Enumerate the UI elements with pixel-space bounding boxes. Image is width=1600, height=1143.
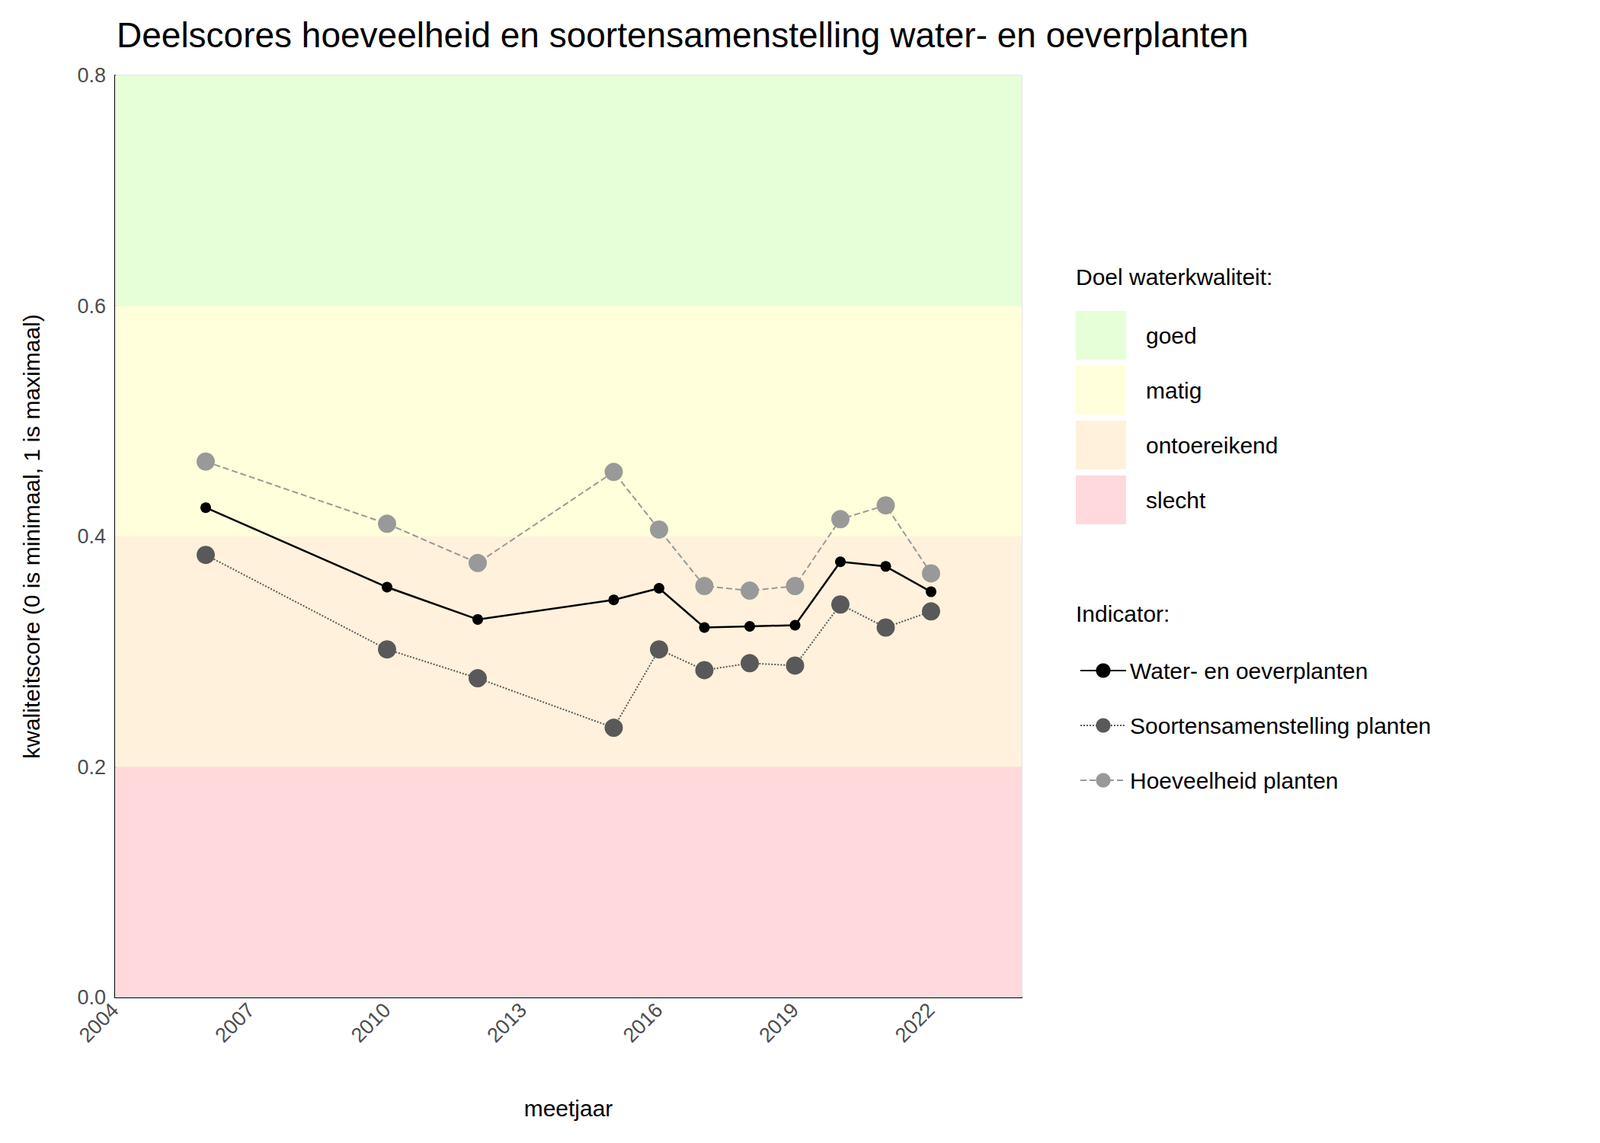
svg-text:ontoereikend: ontoereikend: [1145, 432, 1278, 458]
svg-text:Water- en oeverplanten: Water- en oeverplanten: [1129, 658, 1368, 684]
svg-text:0.0: 0.0: [77, 985, 106, 1009]
svg-text:2016: 2016: [618, 998, 668, 1047]
svg-text:slecht: slecht: [1145, 487, 1207, 513]
svg-text:Soortensamenstelling planten: Soortensamenstelling planten: [1129, 713, 1431, 739]
svg-text:0.2: 0.2: [76, 755, 106, 779]
svg-text:2019: 2019: [754, 998, 804, 1047]
svg-text:2013: 2013: [482, 998, 532, 1047]
svg-text:Indicator:: Indicator:: [1075, 601, 1170, 627]
svg-text:matig: matig: [1145, 377, 1202, 404]
svg-text:2007: 2007: [210, 998, 260, 1047]
svg-text:2022: 2022: [890, 998, 940, 1047]
svg-text:0.6: 0.6: [76, 294, 106, 318]
svg-text:kwaliteitscore (0 is minimaal,: kwaliteitscore (0 is minimaal, 1 is maxi…: [19, 313, 45, 759]
svg-text:goed: goed: [1145, 323, 1197, 349]
svg-text:Hoeveelheid planten: Hoeveelheid planten: [1129, 768, 1339, 794]
svg-text:Doel waterkwaliteit:: Doel waterkwaliteit:: [1075, 264, 1273, 290]
svg-text:0.4: 0.4: [76, 524, 106, 548]
svg-text:2004: 2004: [74, 998, 124, 1047]
svg-text:meetjaar: meetjaar: [524, 1095, 614, 1121]
svg-text:2010: 2010: [346, 998, 396, 1047]
svg-text:Deelscores hoeveelheid en soor: Deelscores hoeveelheid en soortensamenst…: [116, 15, 1249, 55]
svg-text:0.8: 0.8: [76, 64, 106, 87]
